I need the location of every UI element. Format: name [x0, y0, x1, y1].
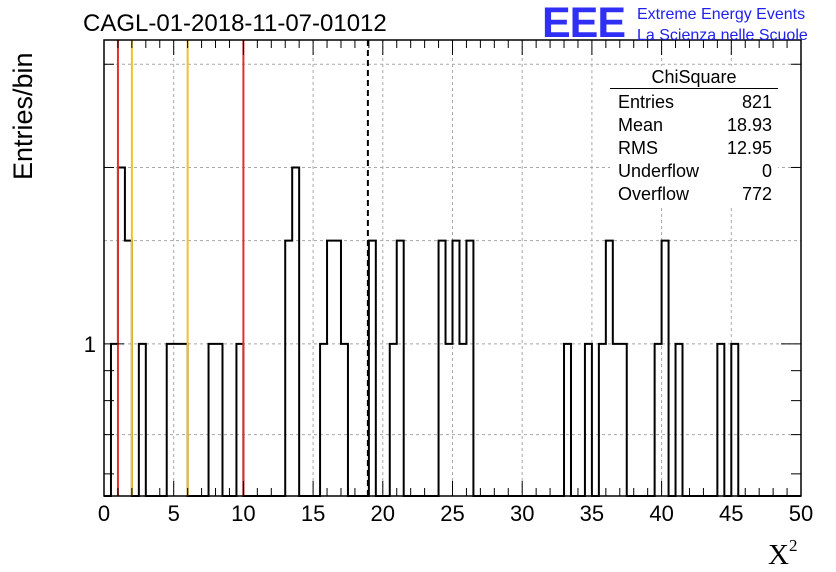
histogram-bin: [118, 167, 125, 496]
x-axis-label-superscript: 2: [788, 536, 798, 555]
histogram-bin: [327, 241, 334, 496]
stats-row-rms: RMS 12.95: [610, 137, 778, 160]
histogram-bin: [717, 344, 724, 496]
x-tick-label: 40: [649, 501, 673, 526]
histogram-bin: [320, 344, 327, 496]
histogram-bin: [606, 241, 613, 496]
chart-title: CAGL-01-2018-11-07-01012: [83, 10, 387, 37]
stats-value: 12.95: [726, 138, 772, 158]
logo-line-1: Extreme Energy Events: [637, 6, 806, 23]
x-tick-label: 35: [580, 501, 604, 526]
x-tick-label: 30: [510, 501, 534, 526]
x-tick-label: 5: [168, 501, 180, 526]
histogram-bin: [369, 241, 376, 496]
eee-logo: EEE: [542, 0, 626, 47]
stats-row-entries: Entries 821: [610, 91, 778, 114]
histogram-bin: [174, 344, 181, 496]
histogram-bin: [439, 241, 446, 496]
histogram-bin: [111, 344, 118, 496]
histogram-bin: [139, 344, 146, 496]
stats-label: Underflow: [618, 161, 700, 181]
histogram-bin: [613, 344, 620, 496]
histogram-bin: [459, 344, 466, 496]
x-tick-label: 0: [98, 501, 110, 526]
logo-line-2: La Scienza nelle Scuole: [637, 27, 808, 44]
histogram-bin: [662, 241, 669, 496]
histogram-bin: [585, 344, 592, 496]
histogram-bin: [341, 344, 348, 496]
eee-logo-text: Extreme Energy Events La Scienza nelle S…: [637, 4, 808, 46]
histogram-bin: [236, 344, 243, 496]
x-axis-label: X2: [768, 536, 797, 572]
histogram-bin: [390, 344, 397, 496]
histogram-bin: [397, 241, 404, 496]
stats-label: Overflow: [618, 184, 690, 204]
stats-value: 772: [741, 184, 772, 204]
histogram-bin: [292, 167, 299, 496]
histogram-bin: [564, 344, 571, 496]
histogram-bin: [466, 241, 473, 496]
histogram-bin: [285, 241, 292, 496]
histogram-bin: [334, 241, 341, 496]
histogram-bin: [655, 344, 662, 496]
x-tick-label: 10: [231, 501, 255, 526]
histogram-bin: [216, 344, 223, 496]
histogram-bin: [167, 344, 174, 496]
histogram-bin: [446, 344, 453, 496]
x-tick-label: 20: [371, 501, 395, 526]
x-tick-label: 25: [440, 501, 464, 526]
stats-label: Entries: [618, 92, 675, 112]
stats-value: 18.93: [726, 115, 772, 135]
y-axis-label: Entries/bin: [8, 52, 38, 180]
histogram-bin: [181, 344, 188, 496]
stats-label: Mean: [618, 115, 664, 135]
y-tick-label: 1: [84, 332, 96, 357]
histogram-bin: [676, 344, 683, 496]
stats-row-mean: Mean 18.93: [610, 114, 778, 137]
stats-box: ChiSquare Entries 821 Mean 18.93 RMS 12.…: [610, 66, 778, 206]
histogram-bin: [209, 344, 216, 496]
histogram-bin: [599, 344, 606, 496]
x-axis-label-base: X: [768, 539, 789, 571]
x-tick-label: 45: [719, 501, 743, 526]
stats-value: 821: [741, 92, 772, 112]
histogram-bin: [125, 241, 132, 496]
stats-row-underflow: Underflow 0: [610, 160, 778, 183]
histogram-bin: [731, 344, 738, 496]
stats-label: RMS: [618, 138, 658, 158]
stats-row-overflow: Overflow 772: [610, 183, 778, 206]
x-tick-label: 50: [789, 501, 813, 526]
histogram-bin: [453, 241, 460, 496]
stats-title: ChiSquare: [610, 66, 778, 89]
stats-value: 0: [761, 161, 772, 181]
x-tick-label: 15: [301, 501, 325, 526]
histogram-bin: [620, 344, 627, 496]
